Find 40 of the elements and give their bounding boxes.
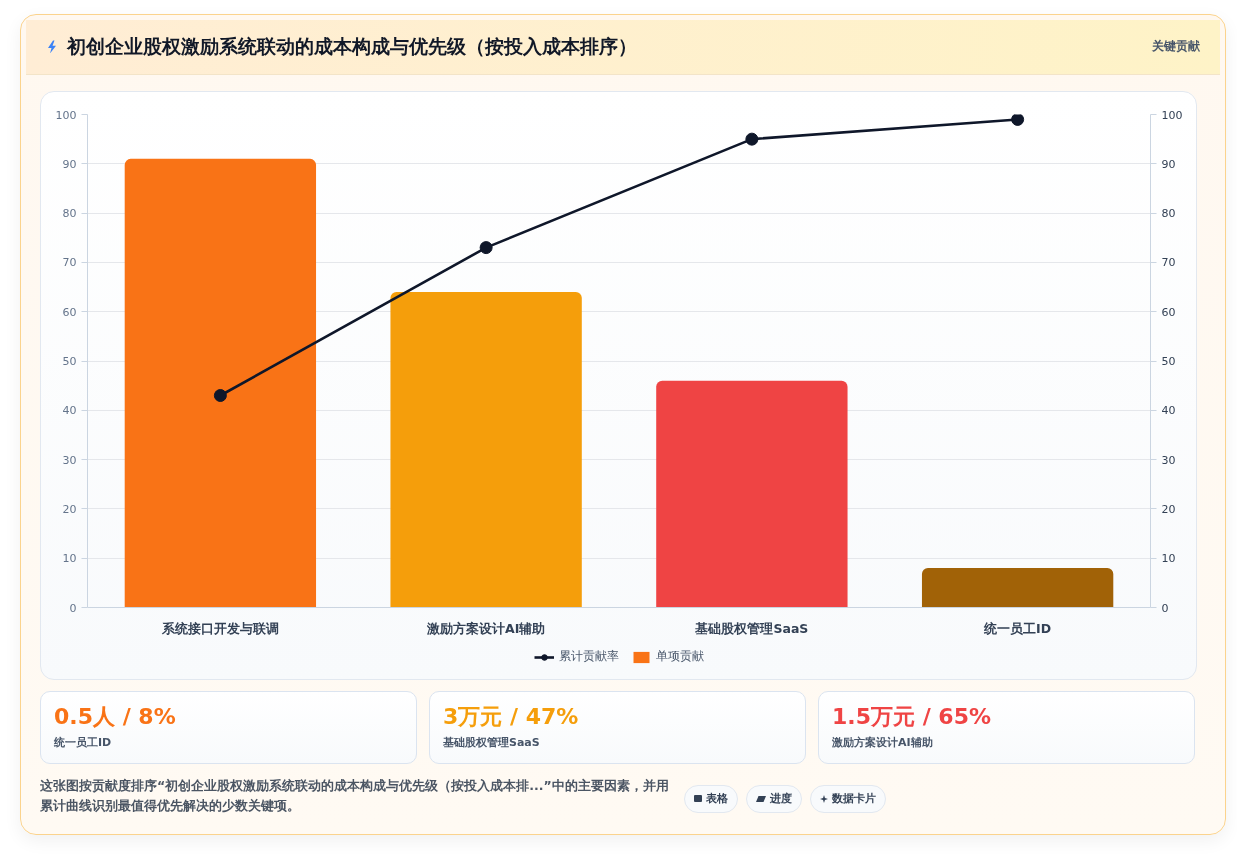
y-tick-label: 50 — [62, 355, 77, 368]
y2-tick-label: 50 — [1161, 355, 1176, 368]
text: 0.5人 / 8% — [54, 704, 176, 729]
text: 进度 — [746, 785, 802, 813]
y-tick-label: 60 — [62, 305, 77, 319]
chart-title: 初创企业股权激励系统联动的成本构成与优先级（按投入成本排序） — [67, 34, 637, 60]
y2-tick-label: 60 — [1161, 305, 1176, 319]
x-tick-label: 统一员工ID — [983, 620, 1052, 636]
y-tick-label: 10 — [62, 552, 77, 566]
y-tick-label: 80 — [62, 207, 77, 221]
text: 1.5万元 / 65% — [832, 704, 991, 729]
y2-tick-label: 70 — [1161, 256, 1176, 270]
y-tick-label: 0 — [69, 601, 77, 615]
y-tick-label: 40 — [62, 404, 77, 418]
text: 这张图按贡献度排序“初创企业股权激励系统联动的成本构成与优先级（按投入成本排...”中的主要因素，并用累计曲线识别最值得优先解决的少数关键项。 — [40, 777, 670, 815]
category-label: 基础股权管理SaaS — [443, 735, 541, 751]
legend-label: 累计贡献率 — [558, 649, 619, 664]
x-tick-label: 激励方案设计AI辅助 — [425, 620, 546, 636]
y-tick-label: 70 — [62, 256, 77, 270]
text: 数据卡片 — [810, 785, 886, 813]
y-tick-label: 90 — [62, 157, 77, 171]
y-tick-label: 20 — [62, 502, 77, 516]
y2-tick-label: 20 — [1161, 502, 1176, 516]
y-tick-label: 100 — [55, 108, 77, 122]
y2-tick-label: 10 — [1161, 552, 1176, 566]
category-label: 统一员工ID — [54, 735, 113, 751]
y2-tick-label: 0 — [1161, 601, 1169, 615]
y2-tick-label: 90 — [1161, 157, 1176, 171]
y2-tick-label: 100 — [1161, 108, 1183, 122]
y2-tick-label: 40 — [1161, 404, 1176, 418]
x-tick-label: 基础股权管理SaaS — [694, 620, 809, 636]
y2-tick-label: 80 — [1161, 207, 1176, 221]
text: 关键贡献 — [1152, 38, 1200, 56]
text: 3万元 / 47% — [443, 704, 579, 729]
y2-tick-label: 30 — [1161, 453, 1176, 467]
y-tick-label: 30 — [62, 453, 77, 467]
text: 表格 — [684, 785, 738, 813]
legend-label: 单项贡献 — [655, 649, 704, 664]
x-tick-label: 系统接口开发与联调 — [160, 620, 279, 636]
category-label: 激励方案设计AI辅助 — [832, 735, 934, 751]
